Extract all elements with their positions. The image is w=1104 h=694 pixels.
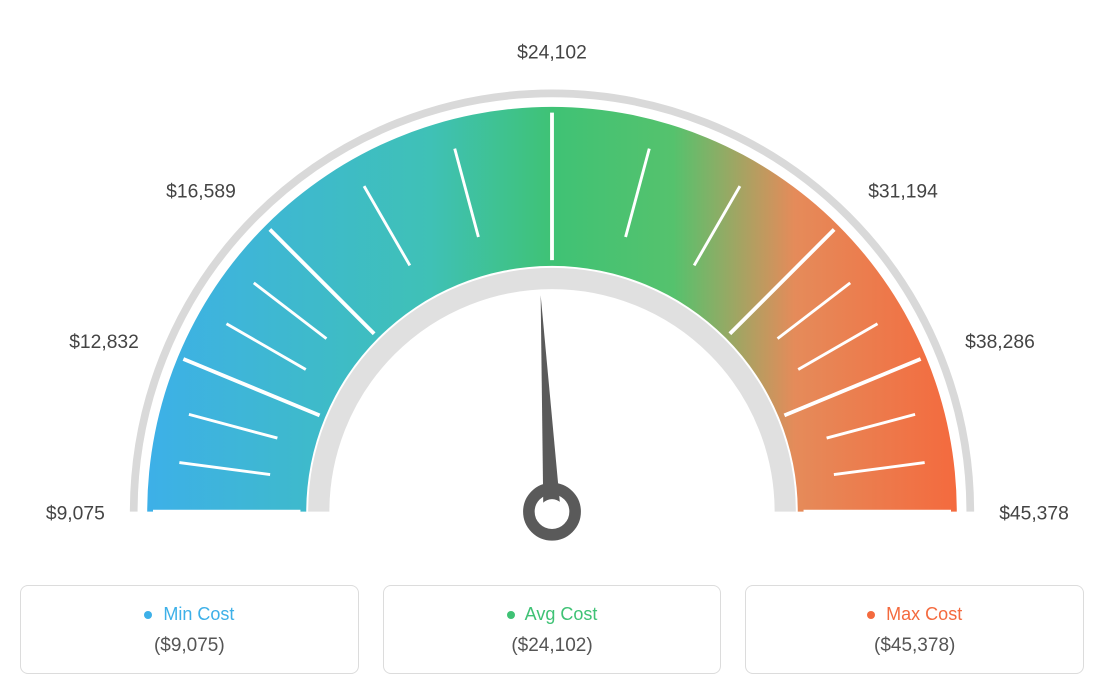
legend-card-avg: Avg Cost ($24,102) [383,585,722,674]
legend-avg-title: Avg Cost [398,604,707,625]
legend-max-value: ($45,378) [760,635,1069,657]
legend-min-label: Min Cost [163,604,234,624]
gauge-chart: $9,075 $12,832 $16,589 $24,102 $31,194 $38,28… [20,20,1084,565]
legend-max-dot-icon [867,611,875,619]
gauge-tick-label: $9,075 [46,503,105,524]
gauge-tick-label: $31,194 [868,181,938,202]
gauge-tick-label: $16,589 [166,181,236,202]
legend-max-label: Max Cost [886,604,962,624]
legend-card-min: Min Cost ($9,075) [20,585,359,674]
legend-min-title: Min Cost [35,604,344,625]
legend-min-dot-icon [144,611,152,619]
gauge-svg: $9,075 $12,832 $16,589 $24,102 $31,194 $38,28… [20,20,1084,560]
legend-avg-label: Avg Cost [525,604,598,624]
legend-row: Min Cost ($9,075) Avg Cost ($24,102) Max… [20,585,1084,674]
legend-avg-dot-icon [507,611,515,619]
gauge-tick-label: $24,102 [517,43,587,64]
gauge-tick-label: $38,286 [965,332,1035,353]
legend-max-title: Max Cost [760,604,1069,625]
legend-card-max: Max Cost ($45,378) [745,585,1084,674]
gauge-tick-label: $12,832 [69,332,139,353]
legend-min-value: ($9,075) [35,635,344,657]
legend-avg-value: ($24,102) [398,635,707,657]
gauge-tick-label: $45,378 [999,503,1069,524]
